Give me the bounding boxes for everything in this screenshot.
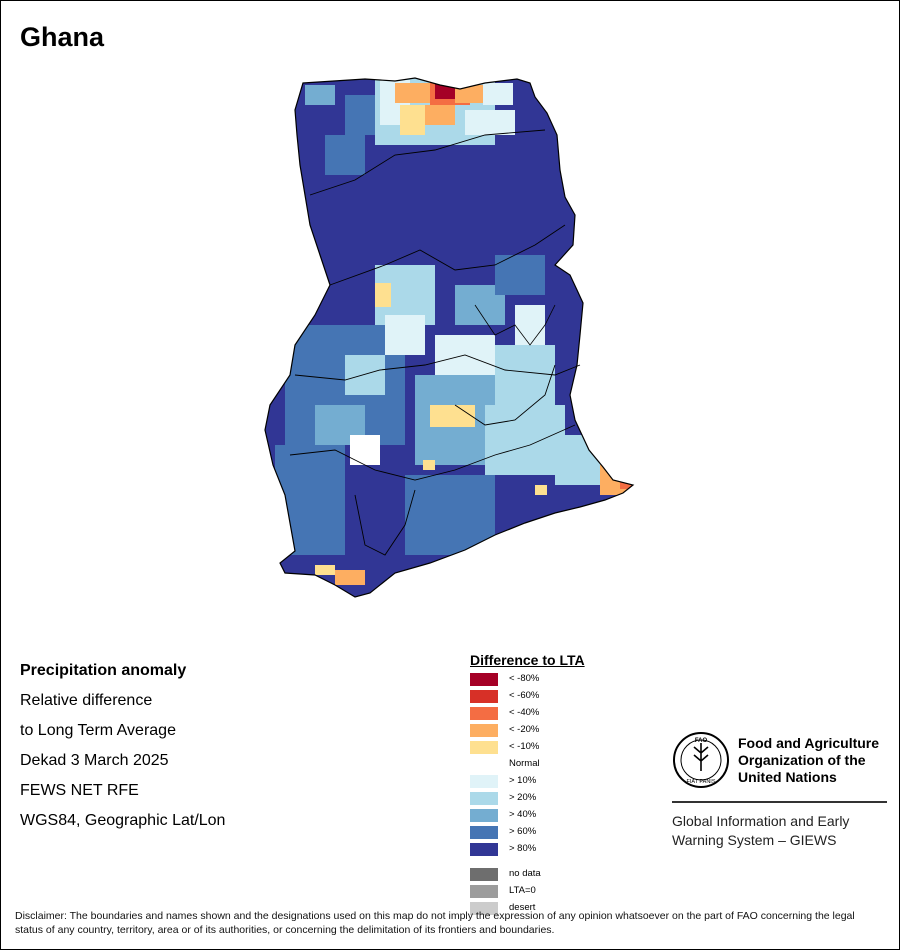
legend-row: > 60% bbox=[470, 825, 585, 842]
legend-label: < -60% bbox=[509, 690, 540, 701]
legend-swatch bbox=[470, 885, 498, 898]
fao-name-line-2: Organization of the bbox=[738, 752, 866, 768]
legend-row: desert bbox=[470, 901, 585, 918]
fao-divider bbox=[672, 801, 887, 803]
legend-label: < -10% bbox=[509, 741, 540, 752]
legend-row: > 20% bbox=[470, 791, 585, 808]
anomaly-raster bbox=[265, 78, 633, 597]
giews-line-2: Warning System – GIEWS bbox=[672, 832, 837, 848]
info-projection: WGS84, Geographic Lat/Lon bbox=[20, 812, 226, 829]
legend-swatch bbox=[470, 707, 498, 720]
legend-label: > 10% bbox=[509, 775, 537, 786]
admin-boundary-south bbox=[289, 424, 576, 481]
legend-swatch bbox=[470, 724, 498, 737]
legend-row: > 10% bbox=[470, 774, 585, 791]
legend-row: > 40% bbox=[470, 808, 585, 825]
legend-label: LTA=0 bbox=[509, 885, 536, 896]
legend-title: Difference to LTA bbox=[470, 652, 585, 668]
map-title: Ghana bbox=[20, 22, 105, 52]
fao-logo-text: FAO bbox=[695, 738, 708, 744]
legend-swatch bbox=[470, 809, 498, 822]
info-line-3: to Long Term Average bbox=[20, 722, 176, 739]
admin-boundary-middle bbox=[294, 354, 581, 381]
info-date: Dekad 3 March 2025 bbox=[20, 752, 169, 769]
fao-name-line-1: Food and Agriculture bbox=[738, 735, 880, 751]
admin-boundary-central bbox=[329, 224, 566, 286]
fao-branding: FIAT PANIS FAO Food and Agriculture Orga… bbox=[672, 731, 887, 848]
disclaimer: Disclaimer: The boundaries and names sho… bbox=[15, 910, 855, 936]
legend-swatch bbox=[470, 826, 498, 839]
legend-label: > 40% bbox=[509, 809, 537, 820]
legend-label: Normal bbox=[509, 758, 540, 769]
legend-row: < -60% bbox=[470, 689, 585, 706]
legend-swatch bbox=[470, 690, 498, 703]
legend-row: < -20% bbox=[470, 723, 585, 740]
admin-boundary-north bbox=[309, 129, 546, 196]
admin-boundary-southwest bbox=[354, 489, 416, 556]
lake-volta-outline bbox=[454, 364, 556, 426]
legend-row: < -80% bbox=[470, 672, 585, 689]
legend-row: < -40% bbox=[470, 706, 585, 723]
legend-row: < -10% bbox=[470, 740, 585, 757]
fao-name: Food and Agriculture Organization of the… bbox=[738, 735, 879, 786]
fao-logo-motto: FIAT PANIS bbox=[686, 779, 715, 785]
legend-label: > 60% bbox=[509, 826, 537, 837]
legend-row: > 80% bbox=[470, 842, 585, 859]
legend-label: < -80% bbox=[509, 673, 540, 684]
ghana-anomaly-map bbox=[264, 77, 634, 598]
info-title: Precipitation anomaly bbox=[20, 662, 187, 679]
legend-swatch bbox=[470, 792, 498, 805]
legend-row: Normal bbox=[470, 757, 585, 774]
admin-boundary-volta bbox=[474, 304, 556, 346]
fao-name-line-3: United Nations bbox=[738, 769, 837, 785]
legend-row: no data bbox=[470, 867, 585, 884]
info-source: FEWS NET RFE bbox=[20, 782, 139, 799]
legend-label: desert bbox=[509, 902, 536, 913]
legend-swatch bbox=[470, 741, 498, 754]
giews-name: Global Information and Early Warning Sys… bbox=[672, 812, 849, 850]
legend-label: > 80% bbox=[509, 843, 537, 854]
legend-label: > 20% bbox=[509, 792, 537, 803]
legend-row: LTA=0 bbox=[470, 884, 585, 901]
legend-extra: no data LTA=0 desert bbox=[470, 867, 585, 918]
legend-swatch bbox=[470, 673, 498, 686]
legend-swatch bbox=[470, 843, 498, 856]
legend-swatch bbox=[470, 902, 498, 915]
legend: Difference to LTA < -80% < -60% < -40% < -2… bbox=[470, 652, 585, 918]
map-info: Precipitation anomaly Relative differenc… bbox=[20, 656, 225, 836]
legend-label: no data bbox=[509, 868, 541, 879]
legend-items: < -80% < -60% < -40% < -20% < -10% Normal > 10… bbox=[470, 672, 585, 859]
legend-swatch bbox=[470, 868, 498, 881]
legend-swatch bbox=[470, 775, 498, 788]
legend-label: < -40% bbox=[509, 707, 540, 718]
giews-line-1: Global Information and Early bbox=[672, 813, 850, 829]
info-line-2: Relative difference bbox=[20, 692, 153, 709]
legend-label: < -20% bbox=[509, 724, 540, 735]
fao-logo-icon: FIAT PANIS FAO bbox=[673, 732, 729, 788]
